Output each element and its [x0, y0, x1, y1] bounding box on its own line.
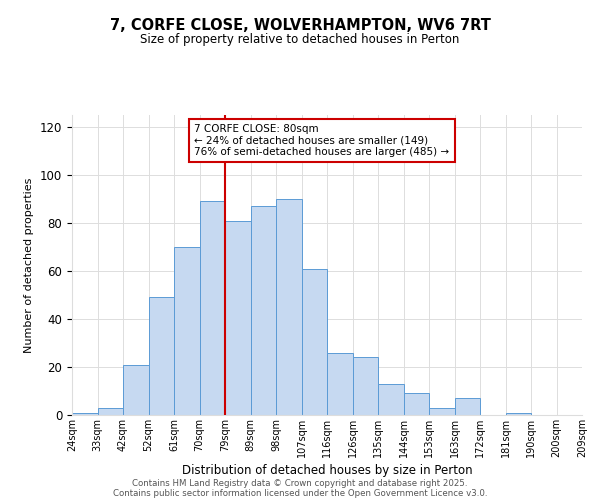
Bar: [429, 408, 455, 415]
Bar: [123, 364, 149, 415]
Bar: [225, 220, 251, 415]
Bar: [174, 247, 199, 415]
Bar: [353, 358, 378, 415]
Bar: [251, 206, 276, 415]
Text: 7, CORFE CLOSE, WOLVERHAMPTON, WV6 7RT: 7, CORFE CLOSE, WOLVERHAMPTON, WV6 7RT: [110, 18, 490, 32]
Bar: [505, 412, 531, 415]
Text: Size of property relative to detached houses in Perton: Size of property relative to detached ho…: [140, 32, 460, 46]
Y-axis label: Number of detached properties: Number of detached properties: [25, 178, 34, 352]
Bar: [72, 412, 97, 415]
Bar: [302, 268, 327, 415]
Bar: [455, 398, 480, 415]
Bar: [404, 394, 429, 415]
Text: Contains public sector information licensed under the Open Government Licence v3: Contains public sector information licen…: [113, 488, 487, 498]
Bar: [199, 202, 225, 415]
Text: 7 CORFE CLOSE: 80sqm
← 24% of detached houses are smaller (149)
76% of semi-deta: 7 CORFE CLOSE: 80sqm ← 24% of detached h…: [194, 124, 449, 157]
Text: Contains HM Land Registry data © Crown copyright and database right 2025.: Contains HM Land Registry data © Crown c…: [132, 478, 468, 488]
X-axis label: Distribution of detached houses by size in Perton: Distribution of detached houses by size …: [182, 464, 472, 477]
Bar: [327, 352, 353, 415]
Bar: [149, 298, 174, 415]
Bar: [97, 408, 123, 415]
Bar: [276, 199, 302, 415]
Bar: [378, 384, 404, 415]
